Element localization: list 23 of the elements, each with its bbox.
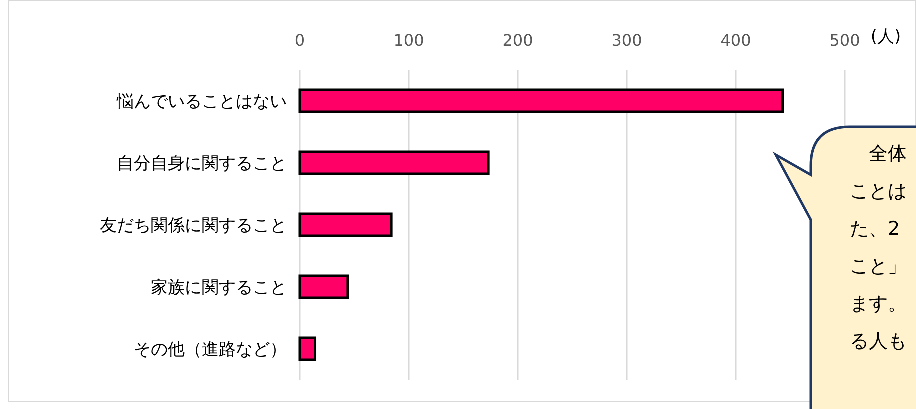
text: こと」 xyxy=(850,256,907,278)
y-tick-label: 自分自身に関すること xyxy=(117,154,287,174)
x-tick-label: 100 xyxy=(394,31,424,50)
x-axis-title: (人) xyxy=(870,27,902,47)
bar xyxy=(298,88,784,114)
text: た、2 xyxy=(850,218,900,240)
bar xyxy=(298,212,393,238)
bar xyxy=(298,274,350,300)
x-tick-label: 500 xyxy=(830,31,860,50)
x-tick-label: 0 xyxy=(294,31,306,50)
y-tick-label: 悩んでいることはない xyxy=(116,92,287,112)
text: ことは xyxy=(850,180,907,202)
x-tick-label: 300 xyxy=(612,31,642,50)
text: る人も xyxy=(850,330,907,352)
y-tick-label: 友だち関係に関すること xyxy=(100,216,287,236)
bar xyxy=(298,150,490,176)
x-tick-label: 400 xyxy=(720,31,752,50)
y-tick-label: その他（進路など） xyxy=(134,340,287,360)
x-tick-label: 200 xyxy=(502,31,534,50)
y-tick-label: 家族に関すること xyxy=(151,278,287,298)
text: 全体 xyxy=(850,143,907,165)
text: ます。 xyxy=(850,293,907,315)
bar xyxy=(298,336,317,362)
